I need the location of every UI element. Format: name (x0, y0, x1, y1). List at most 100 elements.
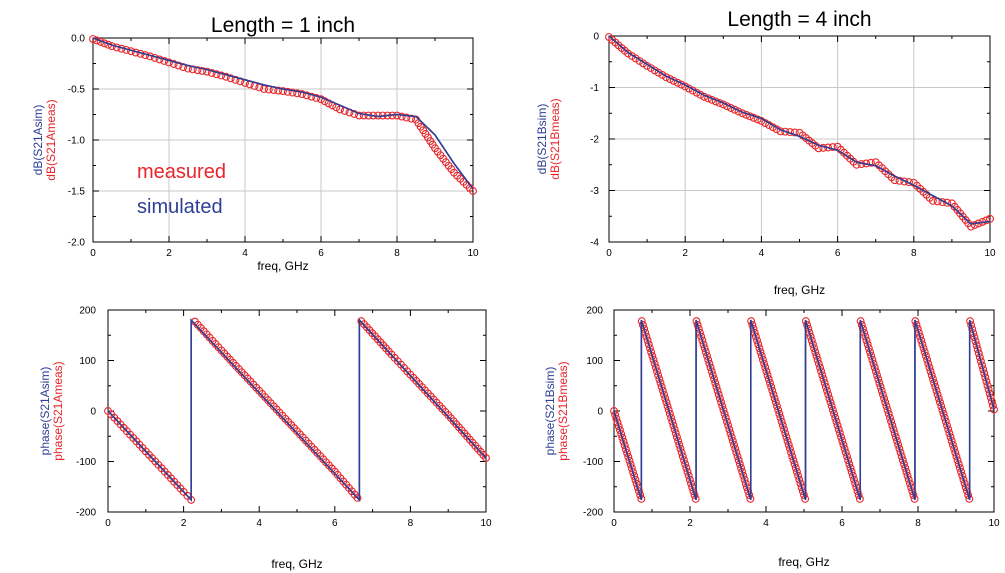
data-point-measured (730, 440, 738, 449)
data-point-measured (713, 386, 722, 395)
y-tick-label: -200 (76, 508, 96, 519)
data-point-measured (937, 402, 946, 411)
data-point-measured (719, 406, 728, 414)
data-point-measured (800, 491, 808, 499)
data-point-measured (971, 337, 980, 346)
data-point-measured (834, 425, 843, 434)
data-point-measured (916, 332, 924, 341)
data-point-measured (627, 464, 636, 473)
data-point-measured (950, 444, 958, 453)
data-point-measured (624, 452, 633, 461)
data-point-measured (741, 479, 750, 488)
series-measured (610, 317, 998, 503)
data-point-measured (792, 467, 801, 476)
data-point-measured (787, 448, 796, 457)
data-point-measured (674, 436, 683, 445)
data-point-measured (769, 390, 778, 399)
data-point-measured (894, 440, 903, 449)
data-point-measured (636, 491, 645, 499)
data-point-measured (955, 464, 964, 472)
data-point-measured (668, 417, 677, 426)
x-tick-label: 8 (394, 248, 400, 259)
data-point-measured (921, 351, 930, 360)
data-point-measured (835, 429, 844, 438)
data-point-measured (630, 472, 639, 480)
data-point-measured (763, 371, 772, 380)
data-point-measured (611, 410, 620, 419)
data-point-measured (944, 425, 953, 434)
data-point-measured (984, 385, 993, 394)
data-point-measured (947, 436, 956, 445)
data-point-measured (951, 448, 960, 457)
x-tick-label: 0 (611, 518, 617, 529)
data-point-measured (919, 344, 928, 353)
data-point-measured (882, 402, 891, 411)
data-point-measured (778, 421, 787, 430)
series-line-simulated (608, 35, 991, 225)
data-point-measured (847, 467, 856, 476)
data-point-measured (837, 433, 846, 441)
data-point-measured (890, 429, 899, 438)
data-point-measured (926, 367, 935, 376)
data-point-measured (839, 440, 848, 449)
data-point-measured (662, 398, 671, 407)
series-line-simulated (613, 319, 995, 501)
data-point-measured (669, 421, 678, 430)
data-point-measured (889, 425, 898, 434)
y-tick-label: -100 (76, 457, 96, 468)
data-point-measured (791, 464, 800, 472)
data-point-measured (934, 394, 943, 403)
data-point-measured (954, 460, 963, 469)
series-simulated-overlay (92, 37, 474, 190)
data-point-measured (207, 68, 216, 77)
data-point-measured (740, 475, 749, 484)
data-point-measured (748, 321, 757, 329)
data-point-measured (712, 382, 721, 391)
data-point-measured (780, 425, 788, 434)
x-axis-label: freq, GHz (271, 557, 322, 571)
data-point-measured (612, 414, 621, 423)
data-point-measured (972, 341, 981, 350)
data-point-measured (964, 491, 973, 499)
x-tick-label: 6 (839, 518, 845, 529)
series-simulated (613, 319, 995, 501)
data-point-measured (953, 456, 962, 465)
data-point-measured (990, 405, 998, 414)
data-point-measured (469, 187, 477, 195)
y-tick-label: -3 (590, 186, 599, 197)
data-point-measured (980, 369, 989, 378)
y-tick-label: 0.0 (71, 34, 85, 45)
data-point-measured (649, 355, 658, 364)
y-tick-label: 200 (586, 306, 603, 317)
data-point-measured (725, 425, 734, 434)
data-point-measured (958, 471, 967, 480)
data-point-measured (697, 332, 706, 341)
data-point-measured (878, 390, 887, 399)
data-point-measured (665, 409, 674, 418)
data-point-measured (655, 375, 664, 384)
series-line-simulated (613, 319, 995, 501)
data-point-measured (626, 460, 635, 469)
data-point-measured (658, 386, 667, 395)
series-line-simulated (92, 37, 474, 190)
data-point-measured (923, 355, 932, 364)
data-point-measured (737, 464, 745, 472)
data-point-measured (936, 398, 944, 407)
data-point-measured (851, 479, 860, 488)
x-axis-label: freq, GHz (774, 283, 825, 297)
x-tick-label: 2 (181, 518, 187, 529)
data-point-measured (845, 460, 854, 469)
data-point-measured (738, 467, 747, 476)
data-point-measured (771, 398, 780, 407)
data-point-measured (819, 375, 828, 384)
x-tick-label: 10 (467, 248, 479, 259)
data-point-measured (967, 321, 976, 330)
chart-bl: 0 2 4 6 8 10 200 100 0 -100 -200 freq, GHz phase(S21… (38, 306, 492, 572)
data-point-measured (846, 464, 855, 472)
data-point-measured (773, 402, 781, 411)
data-point-measured (753, 115, 762, 124)
chart-br: 0 2 4 6 8 10 200 100 0 -100 -200 freq, GHz phase(S21… (543, 306, 1000, 570)
data-point-measured (654, 371, 663, 380)
x-tick-label: 4 (256, 518, 262, 529)
